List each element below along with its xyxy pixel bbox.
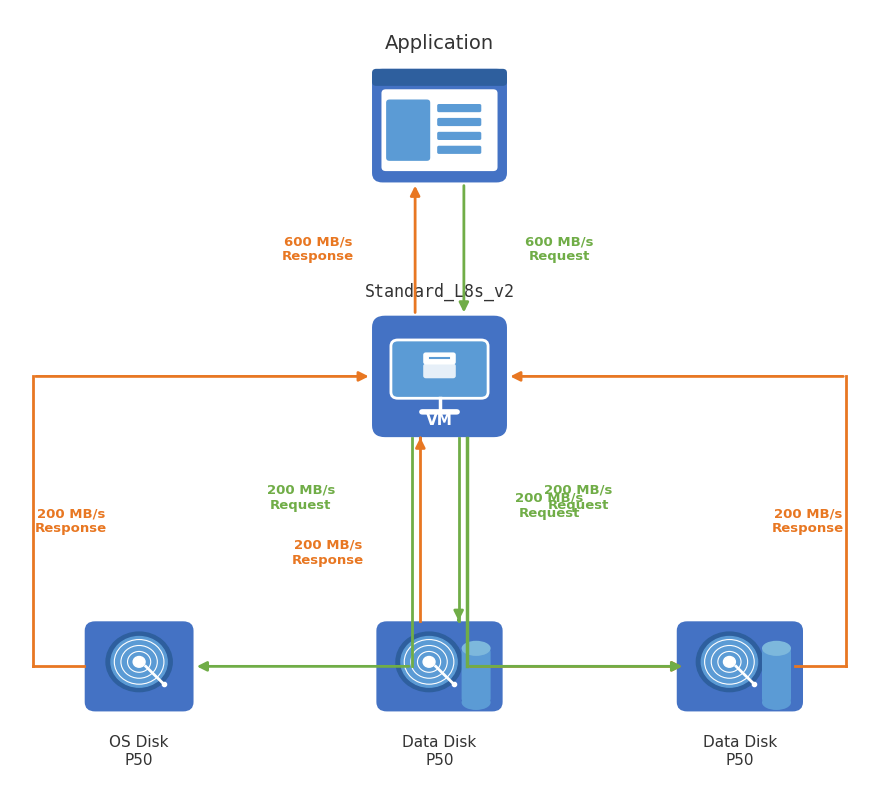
Text: 200 MB/s
Response: 200 MB/s Response <box>291 539 363 567</box>
Text: VM: VM <box>426 413 452 428</box>
Circle shape <box>400 637 457 687</box>
FancyBboxPatch shape <box>419 409 459 414</box>
FancyBboxPatch shape <box>422 364 456 379</box>
FancyBboxPatch shape <box>436 118 481 126</box>
FancyBboxPatch shape <box>436 104 481 112</box>
Circle shape <box>701 637 757 687</box>
FancyBboxPatch shape <box>676 621 802 711</box>
FancyBboxPatch shape <box>436 131 481 140</box>
FancyBboxPatch shape <box>376 621 502 711</box>
Circle shape <box>395 632 462 691</box>
Text: Data Disk
P50: Data Disk P50 <box>702 735 776 767</box>
Text: ⬜: ⬜ <box>432 356 446 376</box>
Text: 200 MB/s
Request: 200 MB/s Request <box>266 484 335 512</box>
Circle shape <box>111 637 167 687</box>
Text: OS Disk
P50: OS Disk P50 <box>109 735 169 767</box>
Text: Standard_L8s_v2: Standard_L8s_v2 <box>364 283 514 301</box>
Text: 600 MB/s
Response: 600 MB/s Response <box>282 235 354 263</box>
FancyBboxPatch shape <box>385 100 429 161</box>
Circle shape <box>695 632 761 691</box>
FancyBboxPatch shape <box>391 340 487 398</box>
Circle shape <box>133 657 145 667</box>
FancyBboxPatch shape <box>371 69 507 86</box>
FancyBboxPatch shape <box>84 621 193 711</box>
FancyBboxPatch shape <box>381 89 497 171</box>
Ellipse shape <box>461 641 490 656</box>
Text: 200 MB/s
Request: 200 MB/s Request <box>543 484 612 512</box>
Text: 200 MB/s
Request: 200 MB/s Request <box>515 492 583 520</box>
Text: Data Disk
P50: Data Disk P50 <box>402 735 476 767</box>
FancyBboxPatch shape <box>371 316 507 437</box>
Circle shape <box>106 632 172 691</box>
FancyBboxPatch shape <box>371 69 507 182</box>
Ellipse shape <box>761 695 790 710</box>
FancyBboxPatch shape <box>461 649 490 703</box>
Text: Application: Application <box>385 34 493 53</box>
FancyBboxPatch shape <box>422 352 456 364</box>
Ellipse shape <box>761 641 790 656</box>
Ellipse shape <box>461 695 490 710</box>
FancyBboxPatch shape <box>436 146 481 154</box>
FancyBboxPatch shape <box>761 649 790 703</box>
Circle shape <box>723 657 735 667</box>
Text: 200 MB/s
Response: 200 MB/s Response <box>34 508 106 535</box>
Text: 200 MB/s
Response: 200 MB/s Response <box>772 508 844 535</box>
Text: 600 MB/s
Request: 600 MB/s Request <box>524 235 593 263</box>
Circle shape <box>422 657 435 667</box>
